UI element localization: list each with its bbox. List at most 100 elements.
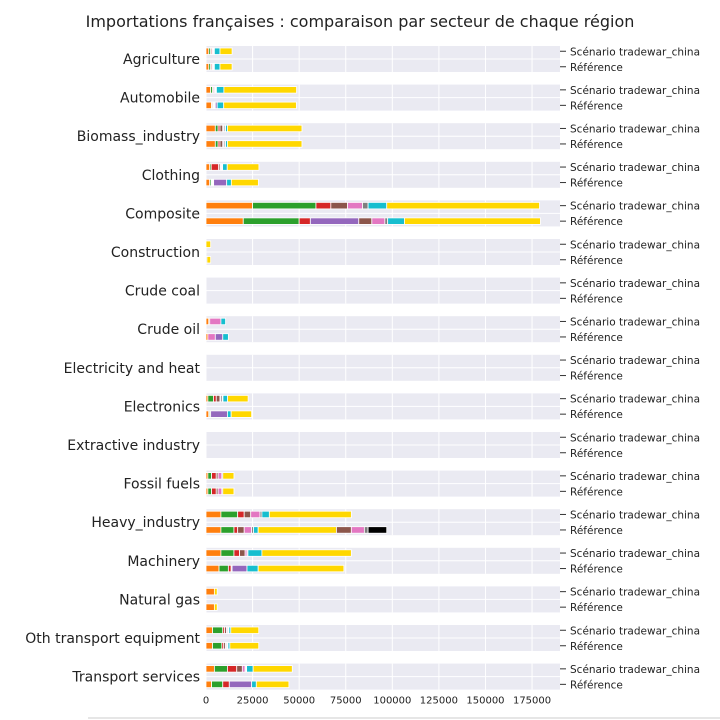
bar-segment-tradewar [247, 549, 263, 557]
x-tick-label: 125000 [420, 696, 458, 707]
row-label: Référence [570, 564, 623, 576]
bar-segment-tradewar [243, 510, 252, 519]
row-label: Référence [570, 62, 623, 74]
bar-segment-tradewar [236, 665, 243, 673]
bar-segment-reference [387, 217, 405, 225]
bar-segment-tradewar [205, 124, 216, 133]
bar-segment-reference [227, 140, 303, 148]
bar-segment-tradewar [246, 665, 254, 673]
x-tick-label: 0 [203, 696, 209, 707]
bar-segment-tradewar [386, 201, 540, 210]
bar-segment-reference [205, 603, 215, 611]
bar-segment-tradewar [261, 549, 352, 557]
category-label: Crude coal [125, 284, 200, 300]
bar-segment-reference [218, 564, 229, 573]
bar-segment-tradewar [205, 86, 212, 94]
bar-segment-reference [233, 526, 239, 534]
row-label: Référence [570, 216, 623, 228]
bar-segment-tradewar [213, 665, 228, 673]
bar-segment-reference [207, 487, 212, 496]
bar-segment-reference [257, 564, 345, 573]
row-label: Référence [570, 486, 623, 498]
bar-segment-reference [222, 333, 229, 341]
row-label: Référence [570, 100, 623, 112]
category-label: Composite [125, 206, 200, 222]
bar-segment-reference [227, 410, 232, 418]
row-label: Référence [570, 255, 623, 267]
row-label: Référence [570, 679, 623, 691]
category-label: Biomass_industry [77, 129, 200, 145]
chart-title: Importations françaises : comparaison pa… [85, 12, 635, 31]
bar-segment-reference [205, 564, 220, 573]
bar-segment-tradewar [227, 394, 249, 403]
bar-segment-reference [228, 680, 253, 688]
bar-segment-reference [219, 63, 233, 71]
bar-segment-reference [210, 410, 228, 418]
bar-segment-reference [205, 63, 210, 71]
x-tick-label: 150000 [466, 696, 504, 707]
bar-segment-reference [222, 680, 230, 688]
x-tick-label: 75000 [330, 696, 362, 707]
bar-segment-tradewar [212, 626, 224, 634]
bar-segment-tradewar [213, 588, 218, 596]
bar-segment-reference [213, 63, 221, 71]
row-label: Scénario tradewar_china [570, 509, 700, 521]
bar-segment-tradewar [205, 626, 213, 634]
bar-segment-reference [222, 487, 235, 496]
category-label: Clothing [142, 168, 200, 184]
category-label: Construction [111, 245, 200, 261]
bar-segment-tradewar [205, 510, 222, 519]
bar-segment-reference [384, 217, 389, 225]
category-label: Agriculture [123, 52, 200, 68]
row-label: Scénario tradewar_china [570, 46, 700, 58]
bar-segment-tradewar [268, 510, 352, 519]
bar-segment-reference [358, 217, 373, 225]
bar-segment-reference [214, 333, 224, 341]
bar-segment-tradewar [237, 510, 245, 519]
bar-segment-reference [243, 526, 253, 534]
row-label: Référence [570, 293, 623, 305]
bar-segment-tradewar [233, 549, 240, 557]
x-tick-label: 50000 [283, 696, 315, 707]
bar-segment-tradewar [330, 201, 348, 210]
x-tick-label: 25000 [237, 696, 269, 707]
bar-segment-reference [213, 178, 228, 187]
bar-segment-reference [230, 178, 259, 187]
bar-segment-reference [336, 526, 352, 534]
category-label: Electricity and heat [64, 361, 201, 377]
bar-segment-reference [257, 526, 337, 534]
row-label: Scénario tradewar_china [570, 239, 700, 251]
row-label: Scénario tradewar_china [570, 278, 700, 290]
bar-segment-tradewar [215, 394, 221, 403]
row-label: Scénario tradewar_china [570, 625, 700, 637]
row-label: Scénario tradewar_china [570, 664, 700, 676]
bar-segment-tradewar [367, 201, 388, 210]
bar-segment-tradewar [347, 201, 363, 210]
x-tick-label: 175000 [513, 696, 551, 707]
bar-segment-tradewar [205, 163, 211, 171]
category-label: Natural gas [119, 592, 200, 608]
row-label: Scénario tradewar_china [570, 355, 700, 367]
bar-segment-tradewar [217, 472, 223, 480]
bar-segment-tradewar [222, 163, 228, 171]
category-label: Fossil fuels [123, 477, 200, 493]
bar-segment-tradewar [205, 47, 210, 55]
category-label: Oth transport equipment [25, 631, 200, 647]
bar-segment-reference [214, 140, 219, 148]
bar-segment-tradewar [207, 472, 212, 480]
bar-segment-tradewar [205, 549, 222, 557]
bar-segment-tradewar [241, 665, 246, 673]
bar-segment-reference [213, 603, 218, 611]
bar-segment-tradewar [239, 549, 246, 557]
bar-segment-tradewar [227, 124, 303, 133]
bar-segment-reference [237, 526, 245, 534]
bar-segment-reference [255, 680, 290, 688]
bar-segment-tradewar [230, 626, 260, 634]
bar-segment-tradewar [227, 665, 238, 673]
bar-segment-tradewar [226, 163, 260, 171]
bar-segment-tradewar [315, 201, 332, 210]
bar-segment-reference [212, 642, 223, 650]
category-label: Heavy_industry [91, 515, 200, 531]
bar-segment-reference [207, 333, 216, 341]
